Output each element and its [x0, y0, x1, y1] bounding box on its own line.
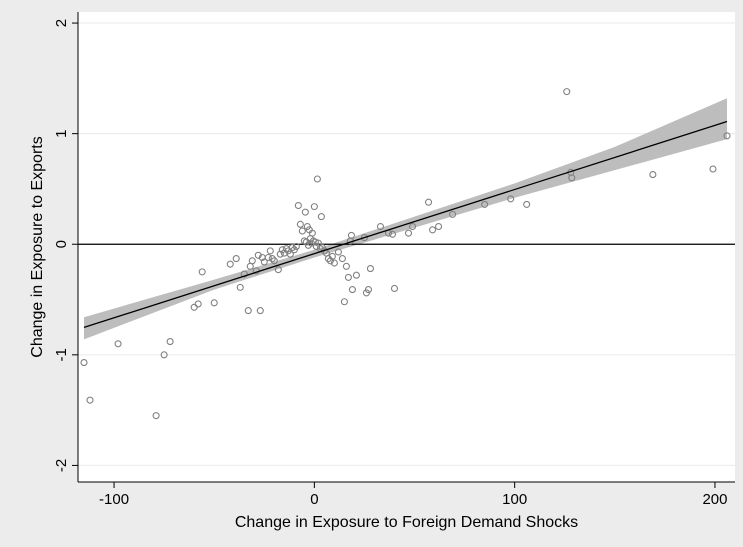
data-point	[364, 286, 372, 294]
data-point	[244, 307, 252, 315]
data-point	[248, 257, 256, 265]
data-point	[114, 340, 122, 348]
data-point	[390, 284, 399, 293]
data-point	[310, 203, 318, 211]
data-point	[198, 268, 206, 276]
data-point	[313, 175, 321, 183]
y-tick-label: -2	[53, 459, 70, 472]
data-point	[194, 300, 202, 308]
x-tick-label: -100	[99, 491, 129, 508]
data-point	[236, 283, 244, 291]
data-point	[298, 227, 306, 235]
x-tick-label: 200	[702, 491, 727, 508]
y-axis-label: Change in Exposure to Exports	[29, 136, 46, 357]
data-point	[568, 174, 576, 182]
data-point	[294, 201, 302, 210]
data-point	[292, 242, 300, 250]
data-point	[424, 198, 433, 206]
data-point	[240, 270, 248, 278]
data-point	[276, 250, 284, 258]
data-point	[481, 200, 489, 208]
data-point	[388, 230, 397, 238]
plot-area	[78, 12, 735, 482]
y-tick-label: 2	[53, 19, 70, 27]
data-point	[342, 262, 350, 270]
data-point	[709, 165, 717, 173]
data-point	[226, 260, 234, 268]
data-point	[352, 271, 360, 279]
confidence-band	[84, 98, 727, 340]
data-point	[328, 252, 336, 260]
data-point	[160, 351, 168, 359]
data-point	[428, 226, 437, 234]
data-point	[166, 338, 174, 346]
data-point	[308, 229, 316, 237]
data-point	[266, 247, 274, 255]
data-point	[274, 266, 282, 274]
data-point	[152, 412, 160, 420]
data-point	[324, 255, 332, 263]
data-point	[311, 238, 319, 246]
y-tick-label: 1	[53, 129, 70, 137]
data-point	[404, 229, 413, 237]
data-point	[288, 244, 296, 252]
data-point	[232, 255, 240, 263]
data-point	[723, 132, 731, 140]
data-point	[264, 253, 272, 262]
data-point	[256, 307, 264, 315]
data-point	[449, 210, 457, 218]
data-point	[286, 250, 294, 258]
x-axis-label: Change in Exposure to Foreign Demand Sho…	[235, 514, 578, 531]
data-point	[317, 213, 325, 221]
data-point	[210, 299, 218, 307]
data-point	[376, 222, 385, 231]
data-point	[523, 200, 531, 208]
data-point	[301, 208, 309, 216]
data-point	[408, 222, 417, 231]
data-point	[347, 231, 355, 239]
x-tick-label: 0	[310, 491, 318, 508]
data-point	[86, 396, 94, 404]
data-point	[338, 255, 346, 263]
data-point	[307, 239, 315, 247]
data-point	[340, 298, 348, 306]
data-points	[80, 88, 731, 420]
data-point	[80, 359, 88, 367]
data-point	[268, 255, 276, 263]
data-point	[260, 258, 268, 266]
data-point	[434, 222, 443, 231]
axes: -2 -1 0 1 2 -100 0 100 200	[53, 12, 735, 508]
data-point	[360, 234, 368, 242]
data-point	[507, 195, 515, 203]
data-point	[649, 171, 657, 179]
fitted-line	[83, 120, 728, 329]
data-point	[270, 257, 278, 265]
data-point	[563, 88, 571, 96]
x-tick-label: 100	[502, 491, 527, 508]
data-point	[296, 220, 304, 228]
data-point	[366, 265, 374, 273]
data-point	[348, 286, 356, 294]
data-point	[334, 248, 342, 256]
y-tick-label: 0	[53, 240, 70, 248]
data-point	[344, 273, 352, 281]
data-point	[326, 257, 334, 265]
y-tick-label: -1	[53, 348, 70, 361]
data-point	[254, 251, 262, 259]
data-point	[330, 259, 338, 267]
